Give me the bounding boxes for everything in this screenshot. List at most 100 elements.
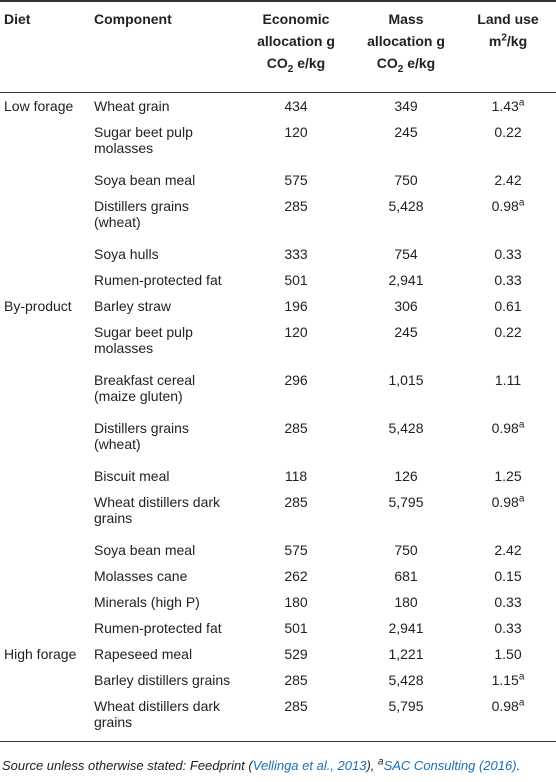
- component-cell: Wheat distillers dark grains: [94, 494, 221, 526]
- header-text: Diet: [4, 11, 31, 27]
- component-cell: Barley straw: [94, 298, 172, 314]
- component-cell: Soya bean meal: [94, 172, 196, 188]
- land-use-value: 2.42: [494, 172, 522, 188]
- land-use-cell: 0.22: [460, 119, 556, 167]
- diet-cell: [0, 267, 90, 293]
- diet-label: Low forage: [4, 98, 74, 114]
- component-cell: Biscuit meal: [94, 468, 170, 484]
- diet-cell: [0, 119, 90, 167]
- table-row: Soya bean meal 575 750 2.42: [0, 537, 556, 563]
- economic-cell: 180: [284, 594, 308, 610]
- table-row: Breakfast cereal (maize gluten) 296 1,015 1…: [0, 367, 556, 415]
- footnote-text: ),: [366, 758, 379, 773]
- footnote-mark: a: [518, 419, 525, 431]
- footnote-text: .: [516, 758, 521, 773]
- component-cell: Wheat distillers dark grains: [94, 698, 221, 730]
- land-use-cell: 0.98a: [460, 693, 556, 742]
- economic-cell: 120: [284, 324, 308, 340]
- table-row: Sugar beet pulp molasses 120 245 0.22: [0, 119, 556, 167]
- land-use-value: 1.43: [491, 98, 519, 114]
- component-cell: Barley distillers grains: [94, 672, 231, 688]
- diet-cell: [0, 537, 90, 563]
- component-cell: Minerals (high P): [94, 594, 200, 610]
- header-text: Land use m: [477, 11, 539, 49]
- footnote-mark: a: [378, 756, 384, 768]
- diet-cell: [0, 589, 90, 615]
- footnote-mark: a: [518, 697, 525, 709]
- table-row: Rumen-protected fat 501 2,941 0.33: [0, 267, 556, 293]
- component-cell: Distillers grains (wheat): [94, 420, 189, 452]
- land-use-cell: 0.15: [460, 563, 556, 589]
- table-row: Distillers grains (wheat) 285 5,428 0.98a: [0, 193, 556, 241]
- land-use-value: 1.25: [494, 468, 522, 484]
- mass-cell: 2,941: [388, 620, 424, 636]
- economic-cell: 285: [284, 672, 308, 688]
- diet-cell: [0, 319, 90, 367]
- diet-cell: [0, 463, 90, 489]
- land-use-value: 0.33: [494, 272, 522, 288]
- diet-cell: By-product: [0, 293, 90, 319]
- diet-cell: [0, 489, 90, 537]
- land-use-cell: 0.33: [460, 267, 556, 293]
- component-cell: Sugar beet pulp molasses: [94, 324, 193, 356]
- economic-cell: 262: [284, 568, 308, 584]
- land-use-value: 0.15: [494, 568, 522, 584]
- land-use-cell: 2.42: [460, 537, 556, 563]
- component-cell: Rumen-protected fat: [94, 272, 222, 288]
- component-cell: Sugar beet pulp molasses: [94, 124, 193, 156]
- land-use-value: 0.33: [494, 246, 522, 262]
- table-row: Wheat distillers dark grains 285 5,795 0.98…: [0, 489, 556, 537]
- header-subscript: 2: [287, 63, 294, 75]
- economic-cell: 575: [284, 542, 308, 558]
- diet-cell: [0, 167, 90, 193]
- mass-cell: 5,795: [388, 494, 424, 510]
- economic-cell: 118: [284, 468, 308, 484]
- land-use-value: 0.22: [494, 124, 522, 140]
- diet-cell: [0, 563, 90, 589]
- diet-cell: [0, 367, 90, 415]
- table-row: Sugar beet pulp molasses 120 245 0.22: [0, 319, 556, 367]
- land-use-cell: 1.11: [460, 367, 556, 415]
- mass-cell: 5,428: [388, 420, 424, 436]
- table-row: Barley distillers grains 285 5,428 1.15a: [0, 667, 556, 693]
- land-use-value: 0.98: [491, 494, 519, 510]
- land-use-cell: 0.33: [460, 615, 556, 641]
- mass-cell: 306: [394, 298, 418, 314]
- table-row: Low forage Wheat grain 434 349 1.43a: [0, 93, 556, 120]
- column-header: Mass allocation g CO2 e/kg: [352, 1, 460, 93]
- land-use-value: 0.33: [494, 620, 522, 636]
- land-use-value: 2.42: [494, 542, 522, 558]
- land-use-cell: 0.98a: [460, 193, 556, 241]
- land-use-cell: 1.15a: [460, 667, 556, 693]
- economic-cell: 575: [284, 172, 308, 188]
- mass-cell: 245: [394, 324, 418, 340]
- economic-cell: 529: [284, 646, 308, 662]
- diet-cell: [0, 193, 90, 241]
- table-row: Biscuit meal 118 126 1.25: [0, 463, 556, 489]
- mass-cell: 750: [394, 542, 418, 558]
- reference-link[interactable]: SAC Consulting (2016): [383, 758, 517, 773]
- diet-cell: [0, 241, 90, 267]
- table-row: Distillers grains (wheat) 285 5,428 0.98a: [0, 415, 556, 463]
- header-text: Economic allocation g CO: [257, 11, 335, 71]
- land-use-cell: 1.25: [460, 463, 556, 489]
- footnote-mark: a: [518, 197, 525, 209]
- economic-cell: 196: [284, 298, 308, 314]
- reference-link[interactable]: Vellinga et al., 2013: [252, 758, 367, 773]
- component-cell: Breakfast cereal (maize gluten): [94, 372, 196, 404]
- table-row: By-product Barley straw 196 306 0.61: [0, 293, 556, 319]
- component-cell: Soya hulls: [94, 246, 159, 262]
- mass-cell: 5,428: [388, 198, 424, 214]
- table-row: Wheat distillers dark grains 285 5,795 0.98…: [0, 693, 556, 742]
- land-use-cell: 1.50: [460, 641, 556, 667]
- component-cell: Soya bean meal: [94, 542, 196, 558]
- footnote-mark: a: [518, 97, 525, 109]
- economic-cell: 285: [284, 698, 308, 714]
- land-use-cell: 0.61: [460, 293, 556, 319]
- economic-cell: 120: [284, 124, 308, 140]
- mass-cell: 750: [394, 172, 418, 188]
- diet-cell: [0, 667, 90, 693]
- diet-cell: [0, 415, 90, 463]
- economic-cell: 285: [284, 494, 308, 510]
- land-use-cell: 0.33: [460, 589, 556, 615]
